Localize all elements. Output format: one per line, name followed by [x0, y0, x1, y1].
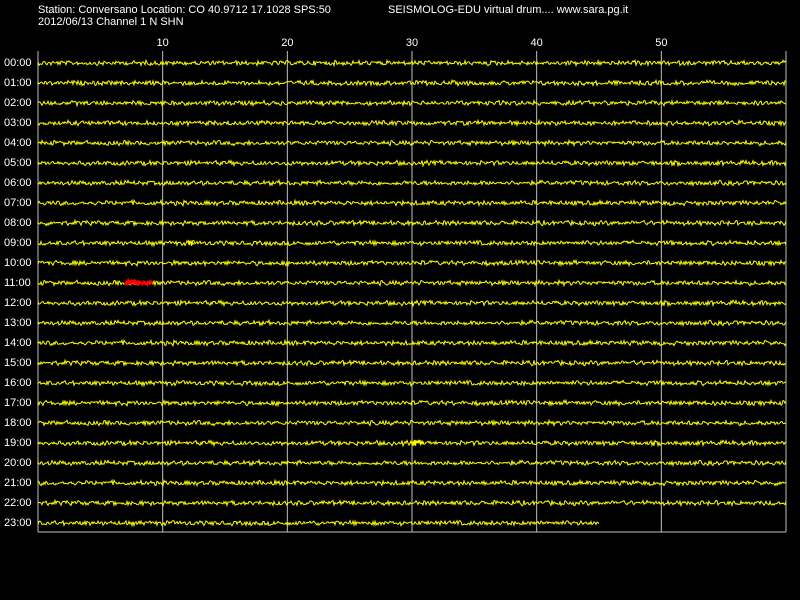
hour-label: 02:00 — [4, 97, 32, 109]
hour-label: 05:00 — [4, 157, 32, 169]
trace-1600 — [37, 379, 787, 388]
trace-0100 — [37, 78, 787, 88]
trace-0300 — [37, 118, 787, 128]
trace-2000 — [37, 458, 787, 468]
hour-label: 07:00 — [4, 197, 32, 209]
hour-label: 09:00 — [4, 237, 32, 249]
trace-0700 — [37, 198, 787, 208]
hour-label: 10:00 — [4, 257, 32, 269]
hour-label: 08:00 — [4, 217, 32, 229]
traces — [37, 58, 787, 528]
minute-label: 10 — [156, 37, 169, 49]
trace-1100 — [37, 278, 787, 288]
trace-1900 — [37, 438, 787, 448]
hour-label: 15:00 — [4, 357, 32, 369]
trace-2200 — [37, 498, 787, 508]
hour-label: 11:00 — [4, 277, 31, 289]
trace-0400 — [37, 138, 787, 148]
hour-label: 00:00 — [4, 57, 32, 69]
minute-label: 20 — [281, 37, 294, 49]
hour-label: 04:00 — [4, 137, 32, 149]
station-info: Station: Conversano Location: CO 40.9712… — [38, 4, 331, 16]
trace-0000 — [37, 58, 787, 68]
trace-0200 — [37, 98, 787, 108]
hour-label: 01:00 — [4, 77, 32, 89]
hour-label: 13:00 — [4, 317, 32, 329]
trace-0800 — [37, 218, 787, 228]
trace-0900 — [37, 239, 787, 248]
hour-label: 17:00 — [4, 397, 32, 409]
grid — [37, 51, 787, 533]
hour-label: 16:00 — [4, 377, 32, 389]
minute-label: 50 — [655, 37, 668, 49]
event-0900 — [187, 239, 195, 246]
trace-1000 — [37, 258, 787, 268]
event-1100 — [124, 277, 154, 288]
hour-label: 19:00 — [4, 437, 32, 449]
hour-label: 14:00 — [4, 337, 32, 349]
trace-2300 — [37, 519, 600, 528]
trace-1200 — [37, 298, 787, 308]
hour-label: 21:00 — [4, 477, 32, 489]
trace-0600 — [37, 178, 787, 188]
hour-label: 03:00 — [4, 117, 32, 129]
event-1900 — [409, 439, 425, 447]
hour-label: 22:00 — [4, 497, 32, 509]
hour-label: 18:00 — [4, 417, 32, 429]
hour-label: 12:00 — [4, 297, 32, 309]
trace-1400 — [37, 338, 787, 348]
hour-label: 06:00 — [4, 177, 32, 189]
trace-1700 — [37, 398, 787, 408]
trace-2100 — [37, 478, 787, 488]
date-channel-info: 2012/06/13 Channel 1 N SHN — [38, 16, 184, 28]
trace-0500 — [37, 158, 787, 168]
events — [124, 239, 425, 447]
trace-1500 — [37, 358, 787, 368]
minute-label: 30 — [405, 37, 419, 49]
program-title: SEISMOLOG-EDU virtual drum.... www.sara.… — [388, 4, 629, 16]
minute-label: 40 — [530, 37, 543, 49]
hour-label: 20:00 — [4, 457, 32, 469]
trace-1800 — [37, 418, 787, 428]
hour-label: 23:00 — [4, 517, 32, 529]
trace-1300 — [37, 318, 787, 328]
